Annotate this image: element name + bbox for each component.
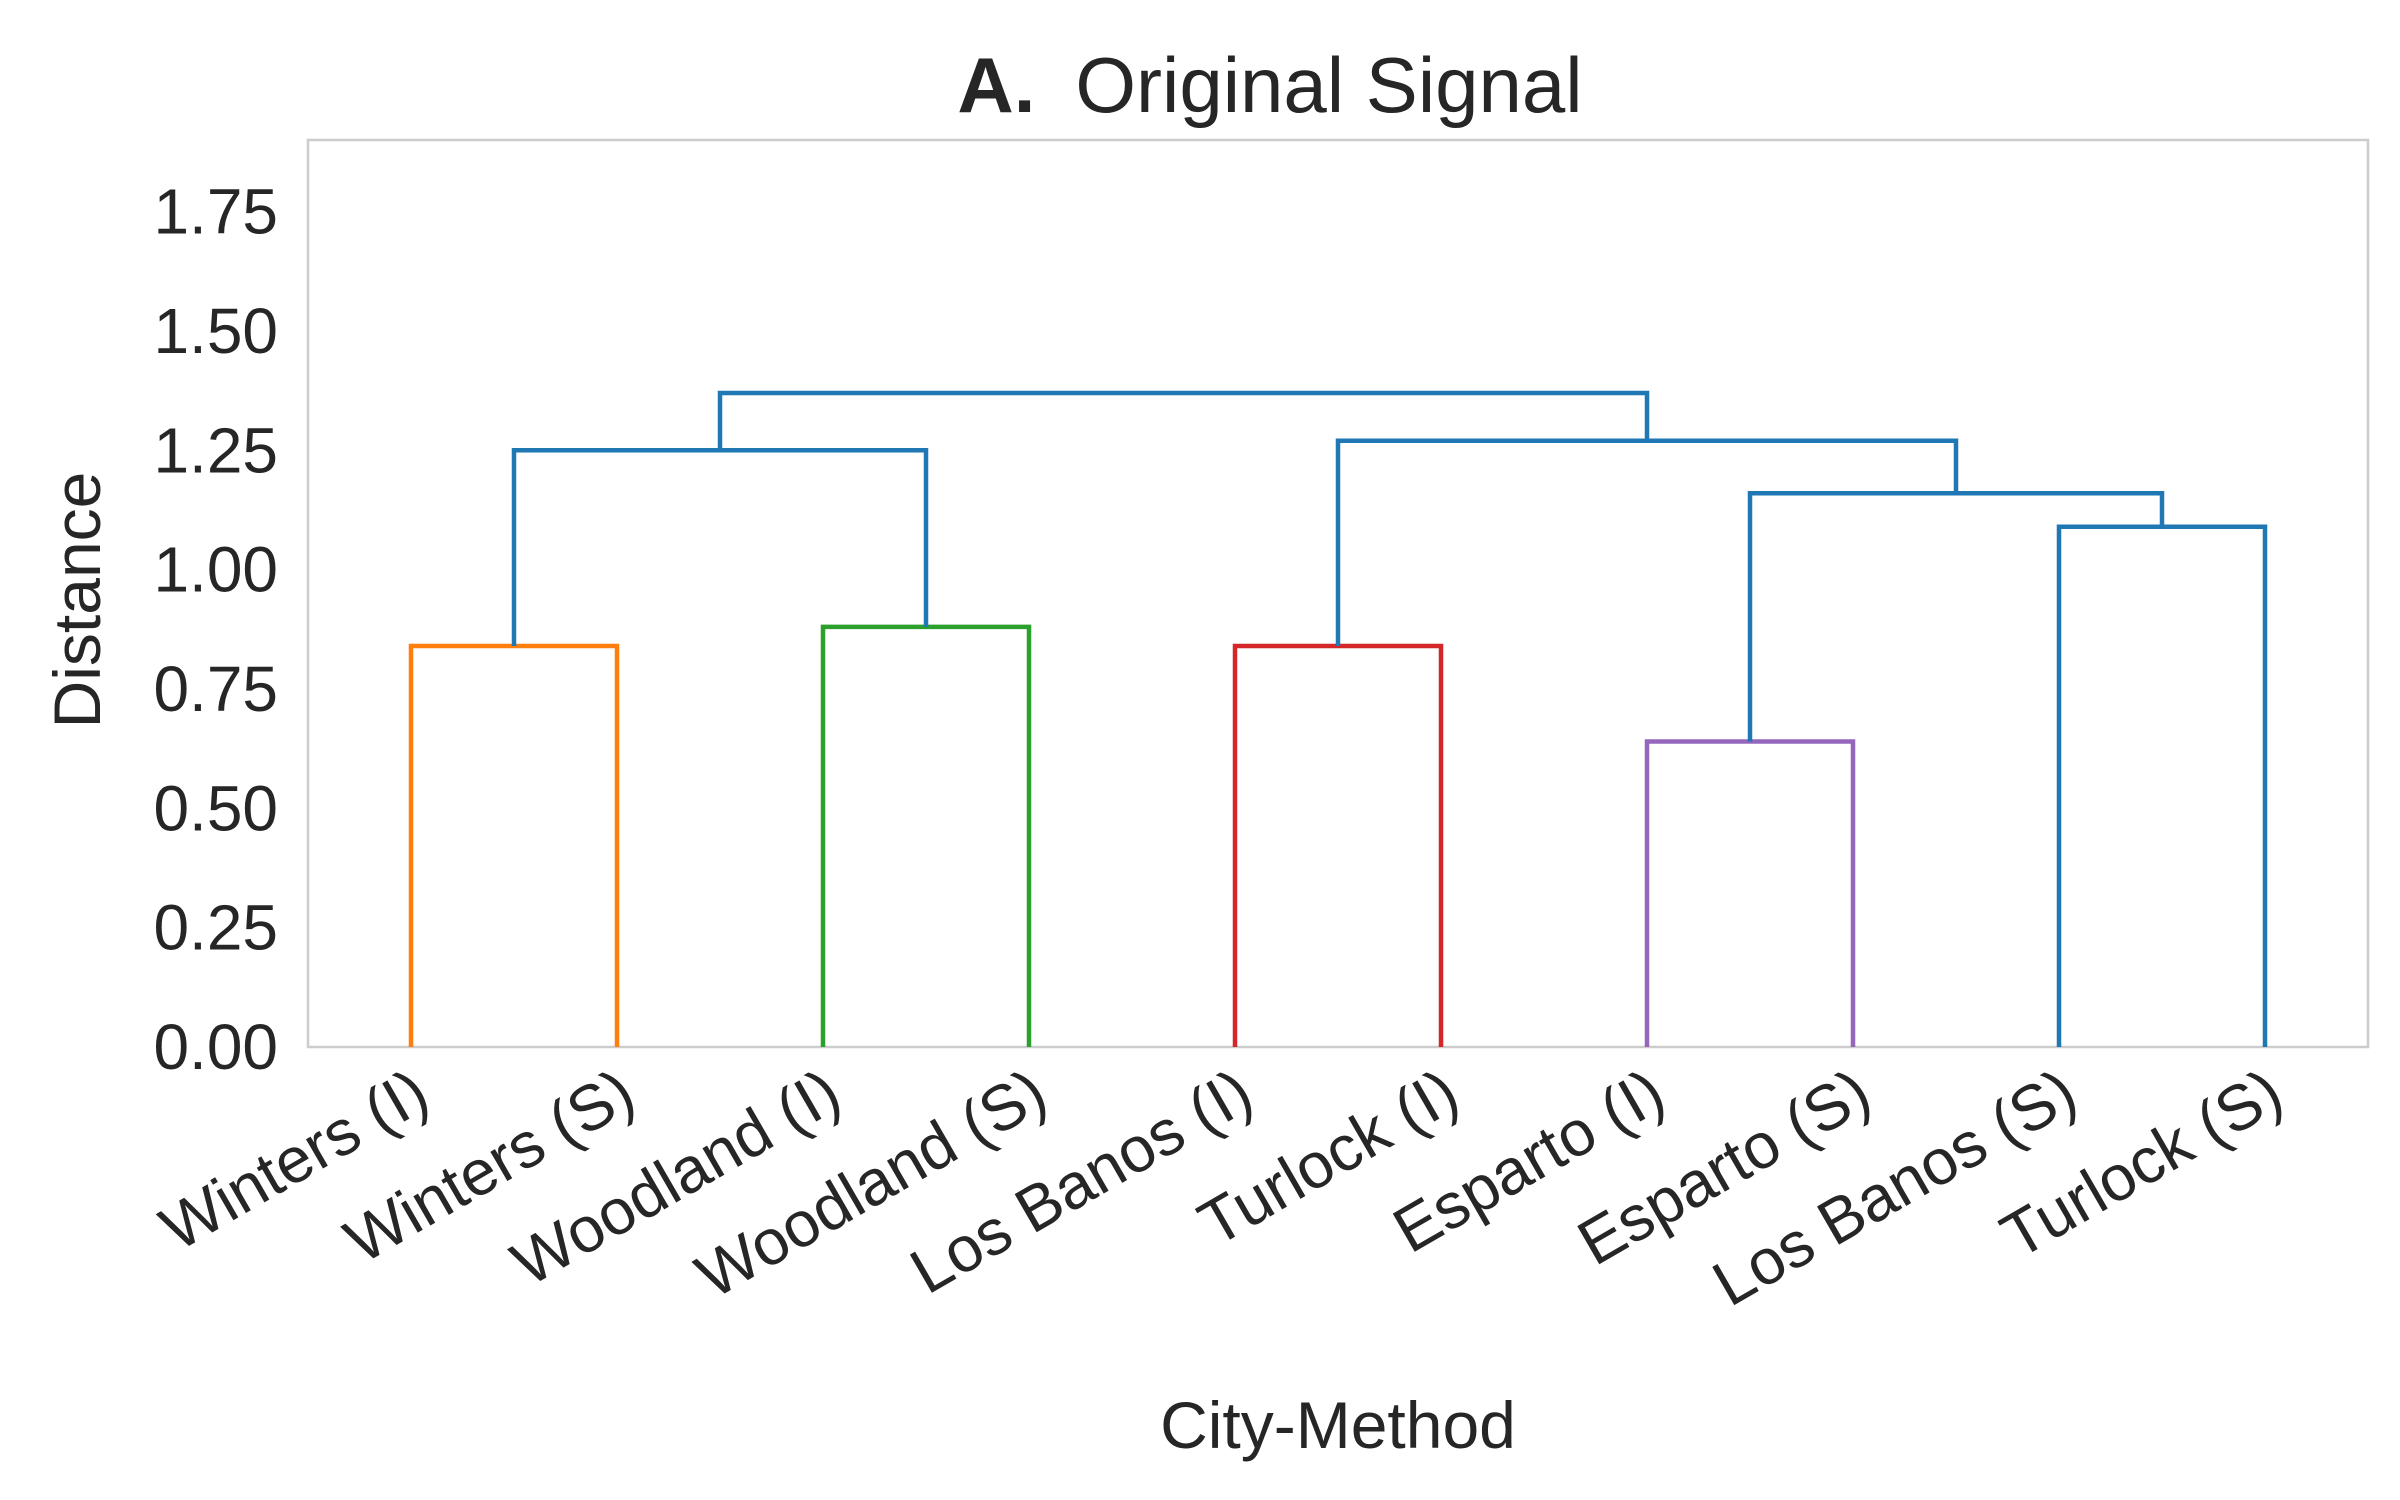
y-tick-label: 1.00 <box>153 534 278 606</box>
plot-frame <box>306 138 2370 1049</box>
y-tick-label: 0.50 <box>153 772 278 844</box>
y-tick-label: 0.00 <box>153 1011 278 1083</box>
chart-title-prefix: A. <box>957 41 1035 129</box>
x-axis-title: City-Method <box>1160 1388 1516 1462</box>
y-tick-label: 0.25 <box>153 892 278 964</box>
chart-title-text: Original Signal <box>1075 41 1582 129</box>
y-tick-label: 1.75 <box>153 176 278 248</box>
dendrogram-links <box>408 390 2268 1047</box>
y-tick-label: 0.75 <box>153 653 278 725</box>
y-tick-label: 1.50 <box>153 295 278 367</box>
chart-title: A. Original Signal <box>957 41 1582 129</box>
y-axis-title: Distance <box>40 472 114 729</box>
dendrogram-link-root <box>717 390 1650 451</box>
y-axis-ticks: 0.00 0.25 0.50 0.75 1.00 1.25 1.50 1.75 <box>153 176 278 1083</box>
y-tick-label: 1.25 <box>153 414 278 486</box>
